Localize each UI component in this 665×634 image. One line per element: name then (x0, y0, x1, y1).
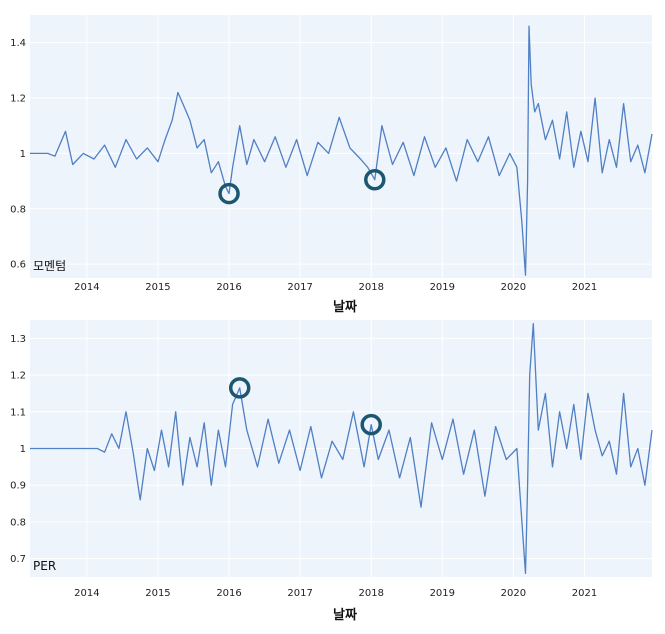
panel-label: 모멘텀 (33, 259, 66, 273)
y-tick-label: 1.1 (10, 407, 26, 418)
x-tick-label: 2018 (358, 282, 383, 293)
chart-per: 0.7 0.8 0.9 1 1.1 1.2 1.3 2014 2015 2016 2017 2018 2… (10, 320, 653, 623)
series-line (30, 323, 653, 574)
x-tick-label: 2021 (572, 588, 597, 599)
series-line (30, 25, 653, 276)
x-tick-label: 2021 (572, 282, 597, 293)
x-tick-label: 2015 (145, 282, 170, 293)
circle-marker (228, 377, 251, 399)
circle-marker (364, 168, 386, 191)
y-tick-label: 1.2 (10, 94, 26, 105)
y-tick-label: 1.3 (10, 334, 26, 345)
x-tick-label: 2016 (216, 588, 241, 599)
chart-momentum: 0.6 0.8 1 1.2 1.4 2014 2015 2016 2017 2018 2019 202… (10, 15, 653, 315)
y-tick-label: 0.6 (10, 260, 26, 271)
y-tick-label: 1.2 (10, 371, 26, 382)
x-tick-label: 2018 (358, 588, 383, 599)
x-tick-label: 2019 (430, 282, 455, 293)
y-tick-label: 0.8 (10, 204, 26, 215)
circle-marker (218, 182, 240, 205)
plot-area (30, 15, 652, 278)
x-tick-label: 2019 (430, 588, 455, 599)
x-tick-label: 2014 (74, 588, 99, 599)
x-tick-label: 2017 (287, 588, 312, 599)
chart-panel-per: 0.7 0.8 0.9 1 1.1 1.2 1.3 2014 2015 2016 2017 2018 2… (0, 315, 665, 630)
y-tick-label: 0.7 (10, 554, 26, 565)
x-tick-label: 2014 (74, 282, 99, 293)
x-tick-label: 2017 (287, 282, 312, 293)
panel-label: PER (33, 559, 56, 573)
y-tick-label: 0.9 (10, 481, 26, 492)
x-tick-label: 2016 (216, 282, 241, 293)
y-tick-label: 1.4 (10, 38, 26, 49)
x-axis-label: 날짜 (333, 607, 357, 623)
chart-panel-momentum: 0.6 0.8 1 1.2 1.4 2014 2015 2016 2017 2018 2019 202… (0, 0, 665, 315)
circle-marker (360, 413, 382, 436)
x-tick-label: 2020 (501, 588, 526, 599)
x-axis-label: 날짜 (333, 299, 357, 315)
y-tick-label: 1 (20, 149, 26, 160)
y-tick-label: 0.8 (10, 517, 26, 528)
x-tick-label: 2015 (145, 588, 170, 599)
y-tick-label: 1 (20, 444, 26, 455)
x-tick-label: 2020 (501, 282, 526, 293)
